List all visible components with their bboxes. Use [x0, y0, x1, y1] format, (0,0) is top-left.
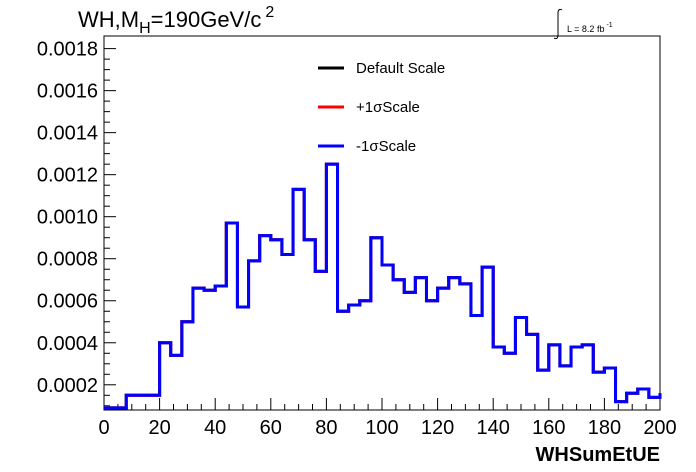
y-tick-label: 0.0014: [37, 123, 98, 145]
title-rest: =190GeV/c: [151, 7, 262, 32]
x-tick-label: 180: [588, 417, 621, 439]
title-subscript: H: [139, 20, 151, 37]
luminosity-label: L = 8.2 fb -1: [553, 8, 613, 40]
lumi-text: L = 8.2 fb: [567, 24, 604, 34]
integral-icon: [553, 8, 563, 40]
y-tick-label: 0.0002: [37, 375, 98, 397]
x-tick-label: 40: [204, 417, 226, 439]
x-tick-label: 80: [315, 417, 337, 439]
series-group: [104, 162, 662, 410]
x-tick-label: 120: [421, 417, 454, 439]
x-tick-label: 160: [532, 417, 565, 439]
y-tick-label: 0.0006: [37, 291, 98, 313]
y-tick-label: 0.0008: [37, 249, 98, 271]
y-tick-label: 0.0012: [37, 165, 98, 187]
legend-label: -1σScale: [356, 138, 416, 155]
y-tick-label: 0.0004: [37, 333, 98, 355]
series-line-1: [104, 162, 662, 410]
legend-label: Default Scale: [356, 60, 445, 77]
lumi-superscript: -1: [606, 22, 612, 29]
plot-frame: [103, 35, 661, 411]
series-line-0: [104, 162, 662, 410]
x-axis-label: WHSumEtUE: [536, 444, 660, 466]
series-line-2: [104, 162, 662, 410]
y-tick-label: 0.0016: [37, 81, 98, 103]
svg-text:L = 8.2 fb-1: L = 8.2 fb -1: [567, 22, 613, 34]
x-tick-label: 140: [477, 417, 510, 439]
legend-label: +1σScale: [356, 99, 420, 116]
y-tick-label: 0.0018: [37, 39, 98, 61]
x-tick-label: 60: [260, 417, 282, 439]
chart-title: WH,MH=190GeV/c 2: [78, 4, 274, 37]
x-tick-label: 0: [98, 417, 109, 439]
title-main: WH,M: [78, 7, 139, 32]
title-superscript: 2: [265, 4, 274, 21]
y-axis: 0.0002 0.0004 0.0006 0.0008 0.0010 0.0012 0.00…: [37, 39, 116, 407]
legend: Default Scale +1σScale -1σScale: [318, 60, 445, 155]
x-axis: 0 20 40 60 80 100 120 140 160 180 200: [98, 398, 677, 439]
x-tick-label: 200: [643, 417, 676, 439]
x-tick-label: 20: [148, 417, 170, 439]
x-tick-label: 100: [365, 417, 398, 439]
y-tick-label: 0.0010: [37, 207, 98, 229]
